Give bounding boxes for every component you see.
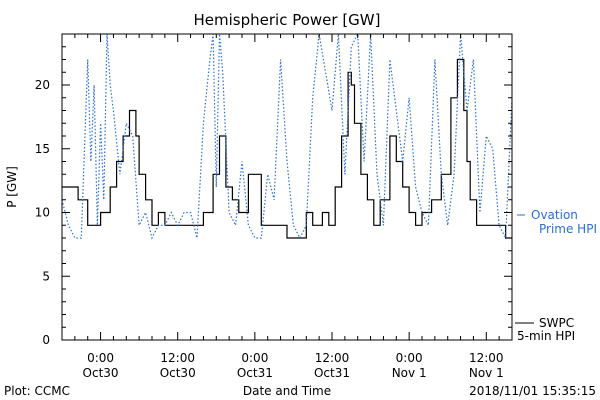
y-axis: 0 5 10 15 20 <box>35 33 512 347</box>
x-tick-date-label: Nov 1 <box>469 366 504 380</box>
x-tick-label: 12:00 <box>315 351 350 365</box>
x-tick-date-label: Oct31 <box>314 366 350 380</box>
y-tick-label: 10 <box>35 206 50 220</box>
y-axis-label: P [GW] <box>5 166 19 208</box>
swpc-legend-label: SWPC <box>539 316 574 330</box>
x-tick-label: 0:00 <box>241 351 268 365</box>
x-tick-date-label: Nov 1 <box>392 366 427 380</box>
x-tick-label: 0:00 <box>87 351 114 365</box>
x-tick-label: 12:00 <box>160 351 195 365</box>
plot-timestamp: 2018/11/01 15:35:15 <box>469 384 596 398</box>
y-tick-label: 5 <box>42 269 50 283</box>
chart-title: Hemispheric Power [GW] <box>194 11 381 29</box>
ovation-legend-label: Ovation <box>531 208 578 222</box>
y-tick-label: 0 <box>42 333 50 347</box>
ovation-prime-series-line <box>61 31 513 241</box>
series-layer <box>61 31 513 241</box>
x-axis-label: Date and Time <box>243 384 331 398</box>
x-tick-date-label: Oct30 <box>160 366 196 380</box>
x-tick-label: 0:00 <box>396 351 423 365</box>
plot-credit: Plot: CCMC <box>4 384 70 398</box>
plot-frame <box>61 33 513 341</box>
x-axis: 0:00Oct3012:00Oct300:00Oct3112:00Oct310:… <box>61 34 513 380</box>
y-tick-label: 15 <box>35 142 50 156</box>
x-tick-date-label: Oct31 <box>237 366 273 380</box>
y-tick-label: 20 <box>35 78 50 92</box>
swpc-series-line <box>62 58 512 239</box>
swpc-legend-label: 5-min HPI <box>517 329 575 343</box>
x-tick-label: 12:00 <box>469 351 504 365</box>
x-tick-date-label: Oct30 <box>83 366 119 380</box>
ovation-legend-label: Prime HPI <box>539 222 597 236</box>
